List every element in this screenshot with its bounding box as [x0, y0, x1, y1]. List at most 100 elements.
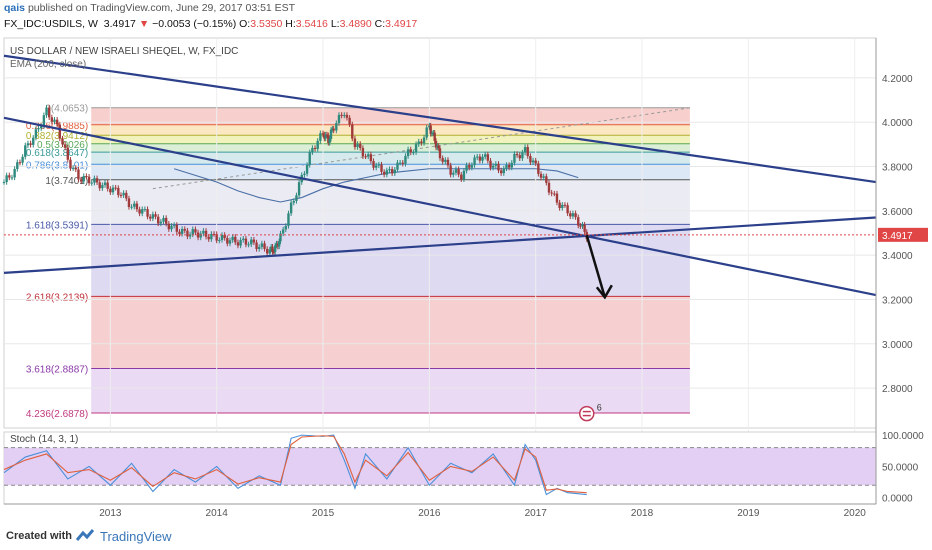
candle-body — [513, 153, 516, 163]
last-price-tag-label: 3.4917 — [882, 231, 913, 242]
candle-body — [388, 169, 391, 171]
candle-body — [563, 204, 567, 206]
candle-body — [406, 149, 410, 157]
close-value: 3.4917 — [385, 18, 418, 30]
candle-body — [255, 242, 258, 250]
candle-body — [529, 156, 532, 163]
stoch-tick-label: 50.0000 — [882, 462, 919, 473]
candle-body — [8, 175, 11, 178]
candle-body — [308, 152, 311, 165]
candle-body — [569, 213, 572, 217]
candle-body — [404, 156, 407, 164]
candle-body — [361, 147, 365, 157]
candle-body — [329, 129, 333, 139]
candle-body — [515, 153, 519, 156]
candle-body — [50, 117, 54, 122]
candle-body — [138, 209, 141, 214]
candle-body — [53, 119, 56, 122]
candle-body — [550, 192, 553, 194]
fibonacci-extension[interactable]: 0(4.0653)0.236(3.9885)0.382(3.9412)0.5(3… — [26, 104, 690, 420]
fib-level-label: 3.618(2.8887) — [26, 364, 88, 375]
footer: Created with TradingView — [0, 520, 932, 550]
price-change: −0.0053 (−0.15%) — [152, 18, 237, 30]
candle-body — [420, 141, 423, 144]
fib-level-label: 0.618(3.8647) — [26, 148, 88, 159]
candle-body — [289, 202, 293, 214]
candle-body — [16, 162, 19, 169]
candle-body — [547, 182, 551, 193]
candle-body — [260, 243, 264, 247]
fib-zone — [91, 107, 690, 125]
candle-body — [295, 195, 298, 201]
candle-body — [268, 249, 272, 254]
candle-body — [82, 176, 85, 182]
candle-body — [170, 225, 173, 230]
candle-body — [340, 114, 343, 116]
candle-body — [481, 156, 484, 161]
fib-level-label: 0(4.0653) — [45, 104, 88, 115]
candle-body — [574, 213, 577, 218]
candle-body — [5, 175, 8, 183]
candle-body — [196, 232, 200, 238]
fib-zone — [91, 179, 690, 225]
candle-body — [93, 178, 96, 183]
candle-body — [558, 202, 561, 209]
candle-body — [111, 187, 115, 193]
candle-body — [40, 126, 43, 129]
x-tick-label: 2019 — [737, 508, 760, 519]
candle-body — [244, 238, 248, 245]
candle-body — [106, 182, 109, 189]
candle-body — [401, 162, 404, 164]
candle-body — [37, 128, 40, 130]
candle-body — [412, 152, 415, 154]
arrow-shaft — [585, 234, 607, 298]
candle-body — [437, 145, 440, 149]
candle-body — [305, 164, 309, 174]
candle-body — [210, 233, 213, 240]
candle-body — [74, 167, 77, 170]
candle-body — [433, 132, 436, 141]
fib-level-label: 1(3.7401) — [45, 176, 88, 187]
candle-body — [438, 148, 442, 159]
candle-body — [523, 147, 527, 153]
candle-body — [114, 187, 117, 189]
candle-body — [277, 241, 281, 247]
fib-zone — [91, 124, 690, 136]
candle-body — [220, 234, 224, 241]
price-chart[interactable]: 0(4.0653)0.236(3.9885)0.382(3.9412)0.5(3… — [0, 34, 932, 520]
candle-body — [188, 234, 192, 237]
candle-body — [502, 168, 506, 174]
trendlines[interactable] — [3, 54, 877, 297]
candle-body — [24, 145, 27, 157]
candle-body — [42, 115, 46, 127]
projection-arrow[interactable]: 6 — [579, 234, 613, 422]
candle-body — [521, 152, 524, 159]
candle-body — [117, 187, 120, 195]
candle-body — [258, 246, 261, 250]
last-price-tag — [878, 227, 928, 242]
arrow-head — [595, 284, 613, 300]
candle-body — [272, 251, 276, 253]
y-tick-label: 3.0000 — [882, 340, 913, 351]
candle-body — [327, 135, 330, 143]
high-value: 3.5416 — [295, 18, 328, 30]
candle-body — [460, 174, 463, 180]
candle-body — [499, 170, 503, 174]
candle-body — [247, 244, 250, 246]
fib-level-label: 0.382(3.9412) — [26, 131, 88, 142]
candle-body — [242, 238, 245, 240]
author-link[interactable]: qais — [4, 2, 26, 14]
x-tick-label: 2017 — [525, 508, 548, 519]
candle-body — [319, 133, 322, 141]
tradingview-brand-link[interactable]: TradingView — [100, 529, 172, 544]
axes: 4.2000 4.0000 3.8000 3.6000 3.4000 3.2000 3.00… — [4, 38, 928, 519]
candle-body — [462, 170, 466, 180]
candle-body — [422, 137, 426, 144]
x-tick-label: 2016 — [418, 508, 441, 519]
y-tick-label: 2.8000 — [882, 384, 913, 395]
candle-body — [566, 205, 569, 214]
fib-zone — [91, 296, 690, 369]
candle-body — [223, 234, 226, 239]
candle-body — [478, 156, 482, 161]
candle-body — [486, 154, 490, 161]
